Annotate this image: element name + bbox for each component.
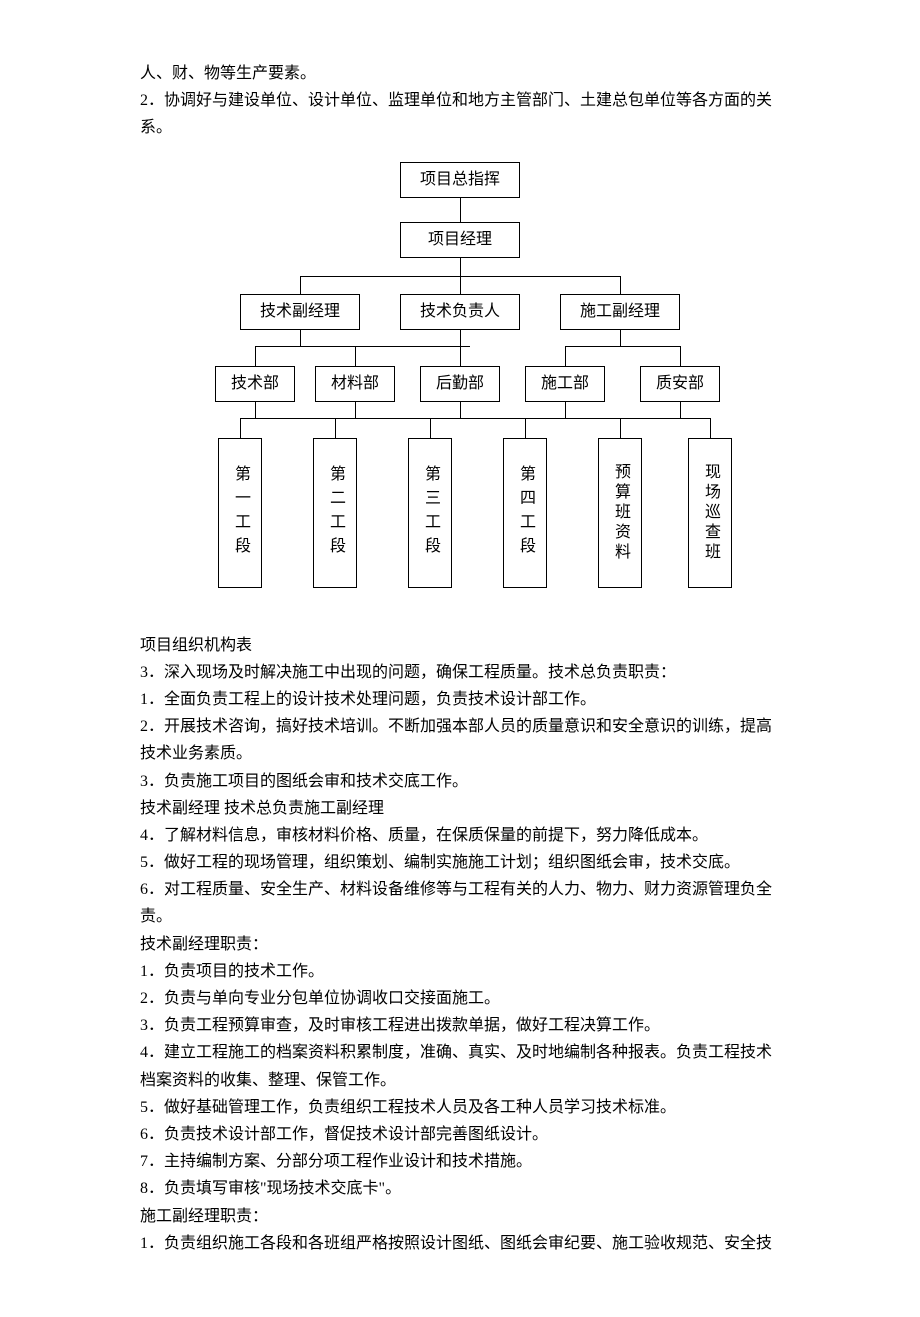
- node-patrol-team: 现场巡查班: [688, 438, 732, 588]
- paragraph: 人、财、物等生产要素。: [140, 60, 780, 87]
- node-section-2: 第二工段: [313, 438, 357, 588]
- node-budget-team: 预算班资料: [598, 438, 642, 588]
- node-qa-dept: 质安部: [640, 366, 720, 402]
- paragraph: 2．协调好与建设单位、设计单位、监理单位和地方主管部门、土建总包单位等各方面的关…: [140, 87, 780, 141]
- node-material-dept: 材料部: [315, 366, 395, 402]
- paragraph: 7．主持编制方案、分部分项工程作业设计和技术措施。: [140, 1148, 780, 1175]
- node-project-manager: 项目经理: [400, 222, 520, 258]
- label: 第二工段: [327, 465, 343, 561]
- paragraph: 3．负责工程预算审查，及时审核工程进出拨款单据，做好工程决算工作。: [140, 1012, 780, 1039]
- label: 第一工段: [232, 465, 248, 561]
- paragraph: 4．了解材料信息，审核材料价格、质量，在保质保量的前提下，努力降低成本。: [140, 822, 780, 849]
- node-construction-deputy-manager: 施工副经理: [560, 294, 680, 330]
- label: 第三工段: [422, 465, 438, 561]
- node-general-commander: 项目总指挥: [400, 162, 520, 198]
- paragraph: 技术副经理 技术总负责施工副经理: [140, 795, 780, 822]
- node-construction-dept: 施工部: [525, 366, 605, 402]
- label: 预算班资料: [612, 463, 628, 563]
- document-page: 人、财、物等生产要素。 2．协调好与建设单位、设计单位、监理单位和地方主管部门、…: [0, 0, 920, 1317]
- node-section-4: 第四工段: [503, 438, 547, 588]
- paragraph: 6．对工程质量、安全生产、材料设备维修等与工程有关的人力、物力、财力资源管理负全…: [140, 876, 780, 930]
- chart-caption: 项目组织机构表: [140, 632, 780, 659]
- paragraph: 2．负责与单向专业分包单位协调收口交接面施工。: [140, 985, 780, 1012]
- paragraph: 技术副经理职责：: [140, 931, 780, 958]
- node-tech-dept: 技术部: [215, 366, 295, 402]
- paragraph: 4．建立工程施工的档案资料积累制度，准确、真实、及时地编制各种报表。负责工程技术…: [140, 1039, 780, 1093]
- paragraph: 1．全面负责工程上的设计技术处理问题，负责技术设计部工作。: [140, 686, 780, 713]
- node-tech-deputy-manager: 技术副经理: [240, 294, 360, 330]
- org-chart: 项目总指挥 项目经理 技术副经理 技术负责人 施工副经理 技术部 材料部 后: [180, 162, 740, 602]
- label: 现场巡查班: [702, 463, 718, 563]
- paragraph: 1．负责组织施工各段和各班组严格按照设计图纸、图纸会审纪要、施工验收规范、安全技: [140, 1230, 780, 1257]
- paragraph: 3．负责施工项目的图纸会审和技术交底工作。: [140, 768, 780, 795]
- paragraph: 3．深入现场及时解决施工中出现的问题，确保工程质量。技术总负责职责：: [140, 659, 780, 686]
- paragraph: 5．做好基础管理工作，负责组织工程技术人员及各工种人员学习技术标准。: [140, 1094, 780, 1121]
- paragraph: 1．负责项目的技术工作。: [140, 958, 780, 985]
- node-section-1: 第一工段: [218, 438, 262, 588]
- paragraph: 8．负责填写审核"现场技术交底卡"。: [140, 1175, 780, 1202]
- paragraph: 5．做好工程的现场管理，组织策划、编制实施施工计划；组织图纸会审，技术交底。: [140, 849, 780, 876]
- paragraph: 6．负责技术设计部工作，督促技术设计部完善图纸设计。: [140, 1121, 780, 1148]
- node-tech-leader: 技术负责人: [400, 294, 520, 330]
- paragraph: 施工副经理职责：: [140, 1203, 780, 1230]
- paragraph: 2．开展技术咨询，搞好技术培训。不断加强本部人员的质量意识和安全意识的训练，提高…: [140, 713, 780, 767]
- label: 第四工段: [517, 465, 533, 561]
- node-logistics-dept: 后勤部: [420, 366, 500, 402]
- node-section-3: 第三工段: [408, 438, 452, 588]
